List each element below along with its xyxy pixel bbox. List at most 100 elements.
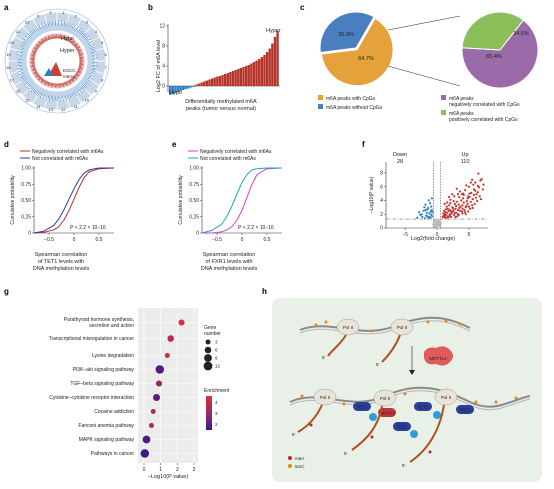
circos-hypo-mark xyxy=(24,80,28,83)
circos-hyper-mark xyxy=(31,68,37,71)
panel-f-up-count: 110 xyxy=(461,159,470,165)
circos-hypo-mark xyxy=(91,70,95,72)
panel-b-bar-hyper xyxy=(239,68,243,86)
circos-hypo-mark xyxy=(71,25,74,29)
circos-hypo-mark xyxy=(37,91,40,97)
panel-b-bar-hypo xyxy=(192,86,195,87)
m6a-mark xyxy=(309,423,313,427)
circos-hyper-mark xyxy=(79,65,83,67)
circos-hyper-mark xyxy=(48,82,51,87)
circos-hypo-mark xyxy=(23,40,27,43)
panel-b-bar-hyper xyxy=(265,52,269,86)
circos-hypo-mark xyxy=(38,24,42,30)
circos-hyper-mark xyxy=(76,49,80,52)
panel-b-ytick-label: 0 xyxy=(162,84,165,90)
circos-hyper-mark xyxy=(79,57,84,59)
circos-hypo-mark xyxy=(39,92,42,96)
volcano-point-up xyxy=(446,207,449,210)
panel-e-xlabel-line1: Spearman correlation xyxy=(203,252,256,258)
circos-hypo-mark xyxy=(69,94,71,99)
size-legend-dot xyxy=(205,339,211,345)
circos-hyper-mark xyxy=(36,73,39,76)
legend-5mc-icon xyxy=(288,464,292,468)
volcano-point-up xyxy=(453,202,456,205)
volcano-point-up xyxy=(472,188,476,191)
volcano-point-ns xyxy=(432,223,435,226)
chromosome-label: 17 xyxy=(9,77,14,82)
circos-hypo-mark xyxy=(46,23,48,27)
circos-hypo-mark xyxy=(22,78,27,81)
chromosome-label: 6 xyxy=(104,52,107,57)
volcano-point-up xyxy=(471,198,474,201)
panel-d-xlabel-line3: DNA methylation levels xyxy=(33,266,90,272)
circos-hyper-mark xyxy=(47,36,50,41)
volcano-point-up xyxy=(449,215,453,219)
panel-b-bar-hyper xyxy=(195,84,198,86)
panel-b-bar-hyper xyxy=(276,31,279,86)
circos-hyper-mark xyxy=(66,81,69,85)
volcano-point-down xyxy=(416,216,419,219)
volcano-point-up xyxy=(471,178,474,181)
circos-hypo-mark xyxy=(31,31,35,35)
volcano-point-up xyxy=(448,195,451,199)
panel-e-ylabel: Cumulative probability xyxy=(178,175,184,225)
fxr1-complex-1 xyxy=(369,413,377,421)
volcano-point-down xyxy=(427,216,430,219)
volcano-point-up xyxy=(449,210,453,213)
volcano-point-up xyxy=(480,178,483,181)
volcano-point-up xyxy=(470,191,473,194)
circos-hypo-mark xyxy=(88,76,94,80)
circos-hypo-mark xyxy=(20,47,24,49)
legend-swatch-with-cpg xyxy=(318,95,323,100)
circos-hyper-mark xyxy=(52,83,54,88)
circos-hypo-mark xyxy=(37,27,40,31)
circos-hypo-mark xyxy=(45,95,48,100)
5mc-mark xyxy=(426,320,430,324)
circos-hyper-mark xyxy=(77,68,81,70)
circos-hyper-mark xyxy=(50,82,52,86)
panel-b-bar-hyper xyxy=(203,81,206,86)
5mc-mark xyxy=(342,402,346,406)
circos-hyper-mark xyxy=(72,77,75,80)
panel-b-hypo-label: Hypo xyxy=(169,90,182,96)
tet1-complex-1-label: TET1 xyxy=(356,405,367,410)
pol2-bottom-1-label: Pol II xyxy=(320,395,330,400)
volcano-point-down xyxy=(427,199,430,202)
circos-hypo-mark xyxy=(52,21,54,26)
panel-b-bar-hyper xyxy=(208,79,211,86)
circos-hyper-mark xyxy=(38,76,41,79)
panel-c-connector-bottom xyxy=(387,65,461,87)
pathway-label-3: Lysine degradation xyxy=(92,353,134,359)
circos-hyper-mark xyxy=(32,50,37,53)
panel-b-bar-hyper xyxy=(197,83,201,86)
circos-hyper-mark xyxy=(36,47,39,49)
circos-hyper-mark xyxy=(78,66,82,68)
volcano-point-up xyxy=(455,204,458,208)
circos-ring-label-hyper: Hyper xyxy=(60,48,75,54)
circos-hypo-mark xyxy=(35,28,38,32)
panel-e-cdf-chart: 0 0.25 0.50 0.75 1.00 −0.5 0 0.5 xyxy=(189,166,283,243)
volcano-point-up xyxy=(462,197,465,200)
circos-hyper-mark xyxy=(30,65,35,67)
chromosome-divider xyxy=(76,18,82,27)
panel-e: e Negatively correlated with m6As Not co… xyxy=(172,140,283,272)
rna-bottom-2 xyxy=(351,405,383,451)
volcano-point-up xyxy=(464,213,467,216)
circos-hypo-mark xyxy=(62,96,64,102)
chromosome-divider xyxy=(32,18,38,27)
circos-hyper-mark xyxy=(31,64,35,66)
panel-d-letter: d xyxy=(4,140,9,149)
chromosome-label: 11 xyxy=(74,104,79,109)
volcano-point-up xyxy=(444,208,447,211)
volcano-point-up xyxy=(456,213,460,216)
circos-hyper-mark xyxy=(40,41,43,45)
rna-bottom-3 xyxy=(409,404,445,463)
circos-hypo-mark xyxy=(20,69,23,71)
chromosome-label: 21 xyxy=(16,29,21,34)
volcano-ytick-label: 4 xyxy=(380,198,383,204)
panel-b-bar-hyper xyxy=(242,67,245,86)
circos-hypo-mark xyxy=(33,89,37,94)
circos-hypo-mark xyxy=(81,85,85,89)
circos-hypo-mark xyxy=(42,93,44,97)
